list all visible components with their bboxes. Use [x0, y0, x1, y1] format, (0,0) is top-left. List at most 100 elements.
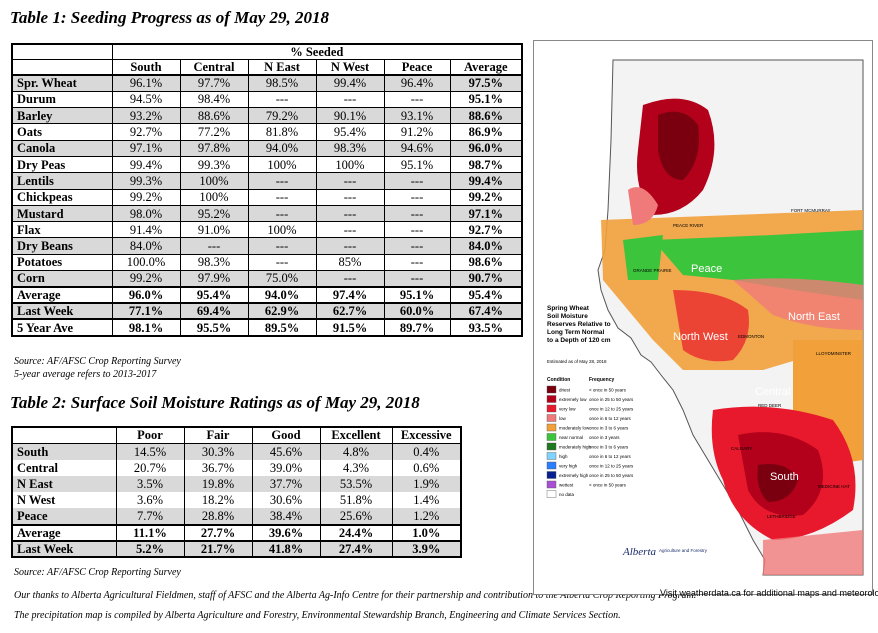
zone-low-north: [628, 187, 658, 225]
table1-row: Spr. Wheat 96.1% 97.7% 98.5% 99.4% 96.4% 97.5%: [12, 75, 523, 92]
table2-cell: 36.7%: [183, 459, 252, 476]
table2-cell: 14.5%: [115, 443, 184, 460]
table2-cell: 30.6%: [251, 492, 320, 509]
table2-cell: 1.9%: [391, 475, 461, 493]
town-lethbridge: LETHBRIDGE: [767, 514, 796, 519]
brand-logo: Alberta: [622, 546, 656, 558]
table1-title: Table 1: Seeding Progress as of May 29, …: [10, 8, 330, 27]
table1-cell: 95.1%: [383, 155, 451, 173]
table1-row: Chickpeas 99.2% 100% --- --- --- 99.2%: [12, 188, 523, 206]
table1-cell: ---: [315, 237, 385, 255]
table2-cell: 4.3%: [319, 459, 392, 476]
table2-region: South: [12, 443, 116, 460]
table2-region: N West: [17, 493, 56, 508]
table1-cell: ---: [247, 237, 317, 255]
table1-cell: 97.1%: [449, 204, 523, 222]
zone-driest-south: [757, 464, 798, 502]
table1-cell: 99.2%: [111, 188, 181, 206]
table1-summary-cell: 62.9%: [247, 302, 317, 320]
legend-swatch: [546, 423, 557, 432]
table1-summary-cell: 94.0%: [247, 285, 317, 304]
table1-corner-2: [11, 59, 113, 76]
legend-condition: near normal: [559, 435, 583, 440]
region-label-south: South: [770, 471, 799, 483]
table1-summary-row: Average 96.0% 95.4% 94.0% 97.4% 95.1% 95.4%: [12, 285, 523, 304]
table1-cell: 92.7%: [449, 221, 523, 238]
table1-cell: 96.0%: [449, 139, 523, 157]
table2-column-header: Fair: [183, 427, 252, 444]
table1-row: Canola 97.1% 97.8% 94.0% 98.3% 94.6% 96.0%: [12, 139, 523, 157]
table1-cell: ---: [315, 270, 385, 287]
table1-cell: 92.7%: [111, 123, 181, 141]
legend-condition: extremely low: [559, 397, 587, 402]
table1-cell: 99.2%: [449, 188, 523, 206]
table1-cell: ---: [383, 172, 451, 190]
legend-swatch: [546, 433, 557, 441]
table1-row: Potatoes 100.0% 98.3% --- 85% --- 98.6%: [12, 253, 523, 271]
region-label-central: Central: [755, 386, 790, 398]
table1-cell: 90.1%: [315, 107, 385, 124]
table1-cell: 95.2%: [179, 204, 249, 222]
legend-frequency: once in 3 to 6 years: [589, 445, 629, 450]
table1-crop: Mustard: [12, 204, 113, 222]
table1-cell: 100%: [179, 188, 249, 206]
table2-cell: 1.4%: [391, 492, 461, 509]
table1-header-group: % Seeded: [11, 44, 523, 60]
table1-cell: 100%: [315, 155, 385, 173]
legend-condition: high: [559, 454, 568, 459]
table1-cell: 79.2%: [247, 107, 317, 124]
legend-swatch: [546, 480, 557, 489]
table1-cell: ---: [383, 204, 451, 222]
table1-cell: ---: [315, 188, 385, 206]
table1-cell: 90.7%: [449, 270, 523, 287]
table2-summary-cell: 21.7%: [183, 540, 252, 558]
table1-cell: 99.2%: [111, 270, 181, 287]
map-footer-link: Visit weatherdata.ca for additional maps…: [660, 588, 878, 598]
table1-cell: 91.0%: [179, 221, 249, 238]
table1-cell: 81.8%: [247, 123, 317, 141]
soil-moisture-table: Poor Fair Good Excellent Excessive South 14.5%…: [11, 426, 462, 559]
table1-row: Oats 92.7% 77.2% 81.8% 95.4% 91.2% 86.9%: [12, 123, 523, 141]
table1-cell: ---: [383, 90, 451, 108]
table1-cell: 85%: [315, 253, 385, 271]
table1-row: Flax 91.4% 91.0% 100% --- --- 92.7%: [12, 221, 523, 238]
table2-cell: 0.6%: [391, 459, 461, 476]
table1-crop: Canola: [12, 139, 113, 157]
zone-driest-north: [658, 111, 699, 180]
table1-cell: 97.9%: [179, 270, 249, 287]
legend-swatch: [546, 490, 557, 498]
table1-cell: ---: [383, 253, 451, 271]
table1-cell: ---: [315, 172, 385, 190]
table2-summary-cell: 3.9%: [391, 540, 461, 558]
table1-cell: 84.0%: [449, 237, 523, 255]
brand-sub: Agriculture and Forestry: [659, 548, 708, 553]
table1-summary-cell: 89.5%: [247, 318, 317, 336]
table2-cell: 53.5%: [319, 475, 392, 493]
table2-region: Peace: [12, 508, 116, 525]
zone-near-normal-peace: [623, 235, 663, 280]
table2-summary-cell: 1.0%: [391, 523, 461, 542]
table1-cell: ---: [315, 90, 385, 108]
table1-row: Barley 93.2% 88.6% 79.2% 90.1% 93.1% 88.6%: [12, 107, 523, 124]
table1-column-header: N West: [315, 59, 385, 76]
table2-cell: 3.6%: [115, 492, 184, 509]
table1-crop: Spr. Wheat: [12, 75, 113, 92]
table1-cell: 94.5%: [111, 90, 181, 108]
table2-row: Central 20.7% 36.7% 39.0% 4.3% 0.6%: [12, 459, 461, 476]
legend-condition: very high: [559, 464, 578, 469]
legend-estimated: Estimated as of May 28, 2018: [547, 359, 607, 364]
table1-cell: 91.2%: [383, 123, 451, 141]
table2-summary-cell: 11.1%: [115, 523, 184, 542]
legend-frequency: once in 25 to 50 years: [589, 473, 634, 478]
table2-cell: 51.8%: [319, 492, 392, 509]
legend-frequency: once in 3 to 6 years: [589, 426, 629, 431]
table1-corner: [11, 44, 113, 60]
table1-summary-label: 5 Year Ave: [12, 318, 113, 336]
table1-cell: 97.8%: [179, 139, 249, 157]
table1-cell: 98.0%: [111, 204, 181, 222]
table1-cell: ---: [315, 204, 385, 222]
table1-cell: 100.0%: [111, 253, 181, 271]
table2-cell: 7.7%: [115, 508, 184, 525]
table2-cell: 20.7%: [115, 459, 184, 476]
table1-cell: 99.3%: [111, 172, 181, 190]
